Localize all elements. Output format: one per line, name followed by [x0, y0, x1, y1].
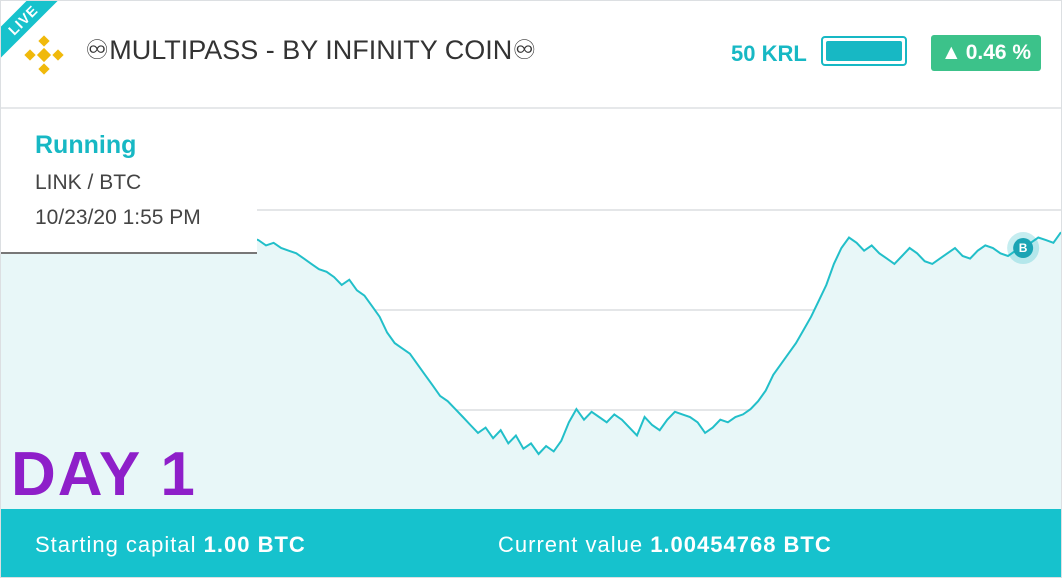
buy-marker-dot — [1013, 238, 1034, 259]
card-header: LIVE ♾MULTIPASS - BY INFINITY COIN♾ 50 K… — [1, 1, 1061, 109]
bot-title: ♾MULTIPASS - BY INFINITY COIN♾ — [85, 35, 537, 65]
up-arrow-icon: ▲ — [940, 41, 962, 64]
balance-progress-bar — [821, 36, 907, 66]
info-box: Running LINK / BTC 10/23/20 1:55 PM — [1, 109, 257, 254]
buy-marker-label: B — [1019, 241, 1028, 255]
status-text: Running — [35, 131, 137, 159]
change-value: 0.46 % — [965, 41, 1032, 64]
balance-progress-fill — [826, 41, 902, 61]
day-label: DAY 1 — [11, 440, 197, 509]
capital-footer: Starting capital 1.00 BTC Current value … — [1, 509, 1061, 577]
timestamp: 10/23/20 1:55 PM — [35, 206, 201, 229]
buy-marker[interactable]: B — [1007, 232, 1040, 265]
starting-capital-value: 1.00 BTC — [203, 532, 306, 557]
binance-logo-icon — [24, 35, 64, 75]
current-value: Current value 1.00454768 BTC — [498, 532, 832, 558]
change-badge: ▲ 0.46 % — [931, 35, 1041, 71]
trading-pair: LINK / BTC — [35, 171, 142, 194]
price-area — [1, 219, 1061, 511]
current-value-label: Current value — [498, 532, 644, 557]
balance-label: 50 KRL — [731, 41, 807, 66]
starting-capital: Starting capital 1.00 BTC — [35, 532, 306, 558]
starting-capital-label: Starting capital — [35, 532, 197, 557]
current-value-amount: 1.00454768 BTC — [650, 532, 832, 557]
